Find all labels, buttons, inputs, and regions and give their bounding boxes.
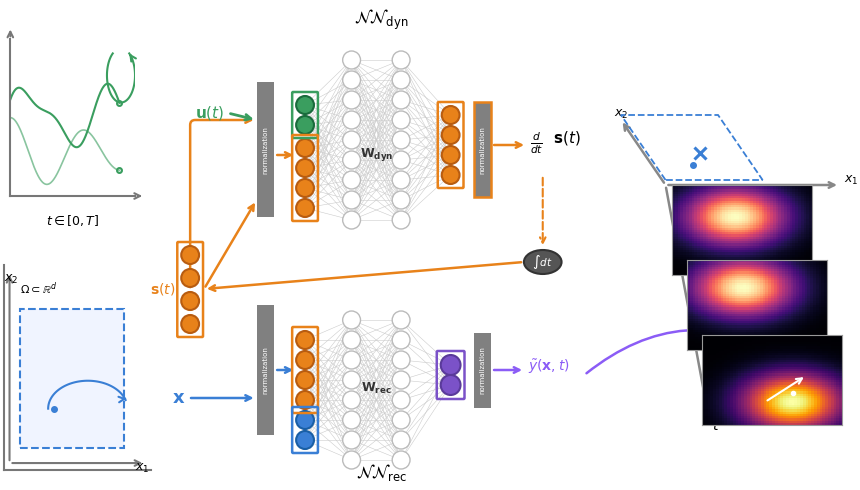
Circle shape (392, 51, 410, 69)
FancyBboxPatch shape (257, 305, 273, 435)
Circle shape (342, 151, 360, 169)
Text: $x_2$: $x_2$ (614, 108, 629, 121)
Circle shape (392, 91, 410, 109)
Circle shape (342, 51, 360, 69)
Text: $\mathcal{N}\mathcal{N}_{\mathrm{rec}}$: $\mathcal{N}\mathcal{N}_{\mathrm{rec}}$ (355, 462, 407, 483)
Circle shape (296, 96, 314, 114)
Text: normalization: normalization (479, 126, 485, 174)
Circle shape (296, 351, 314, 369)
Circle shape (342, 211, 360, 229)
Circle shape (342, 71, 360, 89)
Circle shape (342, 111, 360, 129)
Circle shape (296, 371, 314, 389)
Circle shape (440, 355, 461, 375)
Circle shape (181, 292, 199, 310)
Circle shape (181, 246, 199, 264)
Circle shape (392, 451, 410, 469)
FancyBboxPatch shape (474, 333, 491, 408)
Circle shape (392, 431, 410, 449)
Circle shape (296, 116, 314, 134)
Circle shape (342, 391, 360, 409)
Circle shape (296, 391, 314, 409)
Circle shape (342, 411, 360, 429)
Circle shape (442, 106, 459, 124)
Circle shape (442, 146, 459, 164)
Text: $\tilde{y}(\mathbf{x}, t)$: $\tilde{y}(\mathbf{x}, t)$ (528, 358, 569, 376)
Circle shape (296, 331, 314, 349)
Circle shape (392, 391, 410, 409)
Text: $\int dt$: $\int dt$ (532, 253, 553, 271)
Text: $\mathbf{W}_{\mathbf{rec}}$: $\mathbf{W}_{\mathbf{rec}}$ (361, 380, 392, 395)
Circle shape (342, 451, 360, 469)
Circle shape (296, 411, 314, 429)
Circle shape (296, 139, 314, 157)
Text: $\mathbf{u}(t)$: $\mathbf{u}(t)$ (195, 104, 224, 122)
FancyBboxPatch shape (474, 102, 491, 197)
Text: $\frac{d}{dt}$: $\frac{d}{dt}$ (530, 130, 544, 156)
Circle shape (342, 171, 360, 189)
Circle shape (392, 331, 410, 349)
Circle shape (342, 91, 360, 109)
Circle shape (392, 411, 410, 429)
Text: $x_1$: $x_1$ (844, 174, 858, 187)
Circle shape (442, 126, 459, 144)
Circle shape (392, 71, 410, 89)
Circle shape (342, 351, 360, 369)
Circle shape (296, 159, 314, 177)
Text: $\mathbf{s}(t)$: $\mathbf{s}(t)$ (553, 129, 580, 147)
Circle shape (181, 315, 199, 333)
Circle shape (342, 331, 360, 349)
Circle shape (342, 311, 360, 329)
Circle shape (440, 375, 461, 395)
Circle shape (392, 191, 410, 209)
Text: $x_2$: $x_2$ (4, 273, 19, 286)
Text: normalization: normalization (479, 346, 485, 394)
Circle shape (442, 166, 459, 184)
Circle shape (296, 199, 314, 217)
Circle shape (392, 171, 410, 189)
Circle shape (181, 269, 199, 287)
Circle shape (392, 111, 410, 129)
Circle shape (392, 151, 410, 169)
Circle shape (392, 211, 410, 229)
Ellipse shape (524, 250, 562, 274)
Circle shape (342, 191, 360, 209)
Circle shape (296, 179, 314, 197)
Text: $\mathbf{x}$: $\mathbf{x}$ (172, 389, 185, 407)
Text: normalization: normalization (262, 346, 268, 394)
Text: $\mathbf{W}_{\mathbf{dyn}}$: $\mathbf{W}_{\mathbf{dyn}}$ (359, 147, 393, 164)
Circle shape (392, 131, 410, 149)
FancyBboxPatch shape (257, 82, 273, 218)
Text: $t \in [0, T]$: $t \in [0, T]$ (46, 213, 99, 227)
Circle shape (342, 371, 360, 389)
Bar (20, 309, 125, 448)
Text: $x_1$: $x_1$ (135, 462, 150, 474)
Text: $\mathcal{N}\mathcal{N}_{\mathrm{dyn}}$: $\mathcal{N}\mathcal{N}_{\mathrm{dyn}}$ (354, 8, 408, 32)
Circle shape (342, 131, 360, 149)
Text: $\mathbf{s}(t)$: $\mathbf{s}(t)$ (150, 281, 175, 297)
Circle shape (392, 351, 410, 369)
Text: normalization: normalization (262, 126, 268, 174)
Text: $t$: $t$ (712, 419, 720, 433)
Circle shape (296, 431, 314, 449)
Circle shape (342, 431, 360, 449)
Circle shape (392, 311, 410, 329)
Text: $\Omega \subset \mathbb{R}^d$: $\Omega \subset \mathbb{R}^d$ (20, 281, 58, 297)
Circle shape (392, 371, 410, 389)
